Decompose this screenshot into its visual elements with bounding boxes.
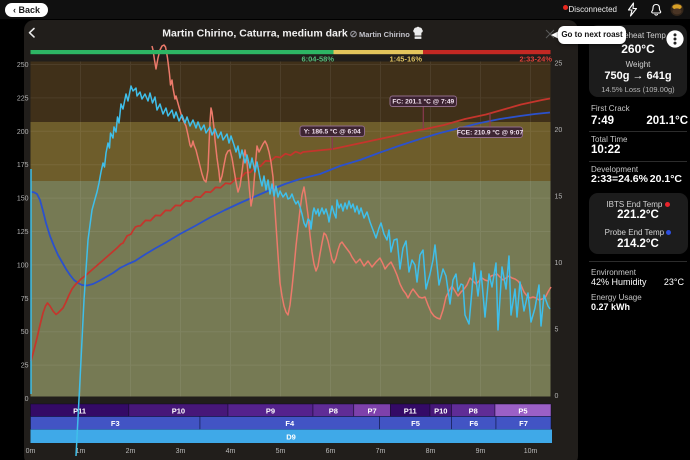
svg-text:2m: 2m	[126, 448, 136, 455]
svg-text:6m: 6m	[326, 448, 336, 455]
svg-text:225: 225	[17, 95, 29, 102]
svg-text:100: 100	[17, 262, 29, 269]
svg-text:25: 25	[21, 363, 29, 370]
svg-text:P8: P8	[469, 406, 478, 415]
svg-text:P5: P5	[518, 406, 527, 415]
svg-text:FC: 201.1 °C @ 7:49: FC: 201.1 °C @ 7:49	[392, 98, 454, 106]
svg-text:P8: P8	[329, 406, 338, 415]
svg-text:20: 20	[555, 127, 563, 134]
svg-text:1m: 1m	[76, 448, 86, 455]
svg-text:P10: P10	[434, 406, 447, 415]
svg-text:F5: F5	[411, 419, 420, 428]
svg-text:F3: F3	[111, 419, 120, 428]
svg-text:0m: 0m	[26, 448, 36, 455]
svg-text:5: 5	[555, 327, 559, 334]
svg-text:D9: D9	[286, 433, 296, 442]
svg-text:2:33-24%: 2:33-24%	[519, 55, 552, 64]
svg-text:15: 15	[555, 194, 563, 201]
svg-text:25: 25	[555, 61, 563, 68]
svg-text:50: 50	[21, 329, 29, 336]
svg-text:10: 10	[555, 260, 563, 267]
svg-text:Martin Chirino, Caturra, mediu: Martin Chirino, Caturra, medium dark	[162, 27, 348, 39]
svg-text:9m: 9m	[476, 448, 486, 455]
svg-text:75: 75	[21, 296, 29, 303]
svg-text:P11: P11	[73, 406, 86, 415]
svg-text:8m: 8m	[426, 448, 436, 455]
svg-text:7m: 7m	[376, 448, 386, 455]
svg-text:P11: P11	[404, 406, 417, 415]
svg-text:175: 175	[17, 162, 29, 169]
svg-text:0: 0	[25, 396, 29, 403]
svg-text:10m: 10m	[524, 448, 538, 455]
svg-text:P10: P10	[172, 406, 185, 415]
svg-text:Y: 186.5 °C @ 6:04: Y: 186.5 °C @ 6:04	[304, 128, 361, 136]
svg-text:1:45-16%: 1:45-16%	[389, 55, 422, 64]
svg-text:150: 150	[17, 196, 29, 203]
svg-text:125: 125	[17, 229, 29, 236]
svg-text:P7: P7	[367, 406, 376, 415]
svg-text:P9: P9	[266, 406, 275, 415]
svg-text:F4: F4	[285, 419, 295, 428]
svg-text:0: 0	[555, 393, 559, 400]
svg-text:200: 200	[17, 129, 29, 136]
svg-text:Martin Chirino: Martin Chirino	[359, 30, 410, 39]
svg-text:4m: 4m	[226, 448, 236, 455]
svg-text:F6: F6	[469, 419, 478, 428]
svg-text:6:04-58%: 6:04-58%	[301, 55, 334, 64]
svg-text:3m: 3m	[176, 448, 186, 455]
svg-text:FCE: 210.9 °C @ 9:07: FCE: 210.9 °C @ 9:07	[457, 129, 524, 137]
svg-text:F7: F7	[519, 419, 528, 428]
svg-text:250: 250	[17, 62, 29, 69]
svg-text:5m: 5m	[276, 448, 286, 455]
